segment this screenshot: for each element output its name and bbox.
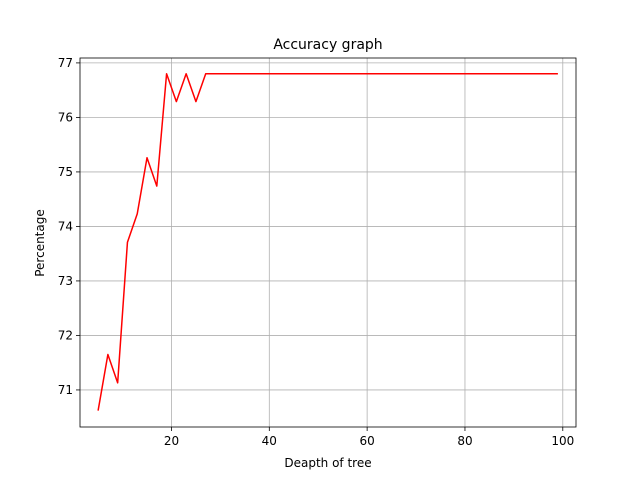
x-tick-label: 100 [551,434,574,448]
plot-frame [79,57,577,428]
y-tick-label: 75 [58,165,73,179]
y-tick-label: 77 [58,56,73,70]
axis-ticks: 20 40 60 80 100 71 72 73 74 75 76 77 [58,56,575,448]
x-tick-label: 60 [359,434,374,448]
y-tick-label: 73 [58,274,73,288]
accuracy-series-line [97,73,558,411]
y-tick-label: 76 [58,110,73,124]
chart-title: Accuracy graph [273,37,382,53]
y-axis-label: Percentage [33,209,47,277]
y-tick-label: 72 [58,328,73,342]
grid-lines [80,58,576,427]
x-tick-label: 20 [164,434,179,448]
y-tick-label: 71 [58,383,73,397]
series-layer [97,73,558,411]
x-axis-label: Deapth of tree [284,456,371,470]
x-tick-label: 80 [457,434,472,448]
y-tick-label: 74 [58,219,73,233]
x-tick-label: 40 [262,434,277,448]
